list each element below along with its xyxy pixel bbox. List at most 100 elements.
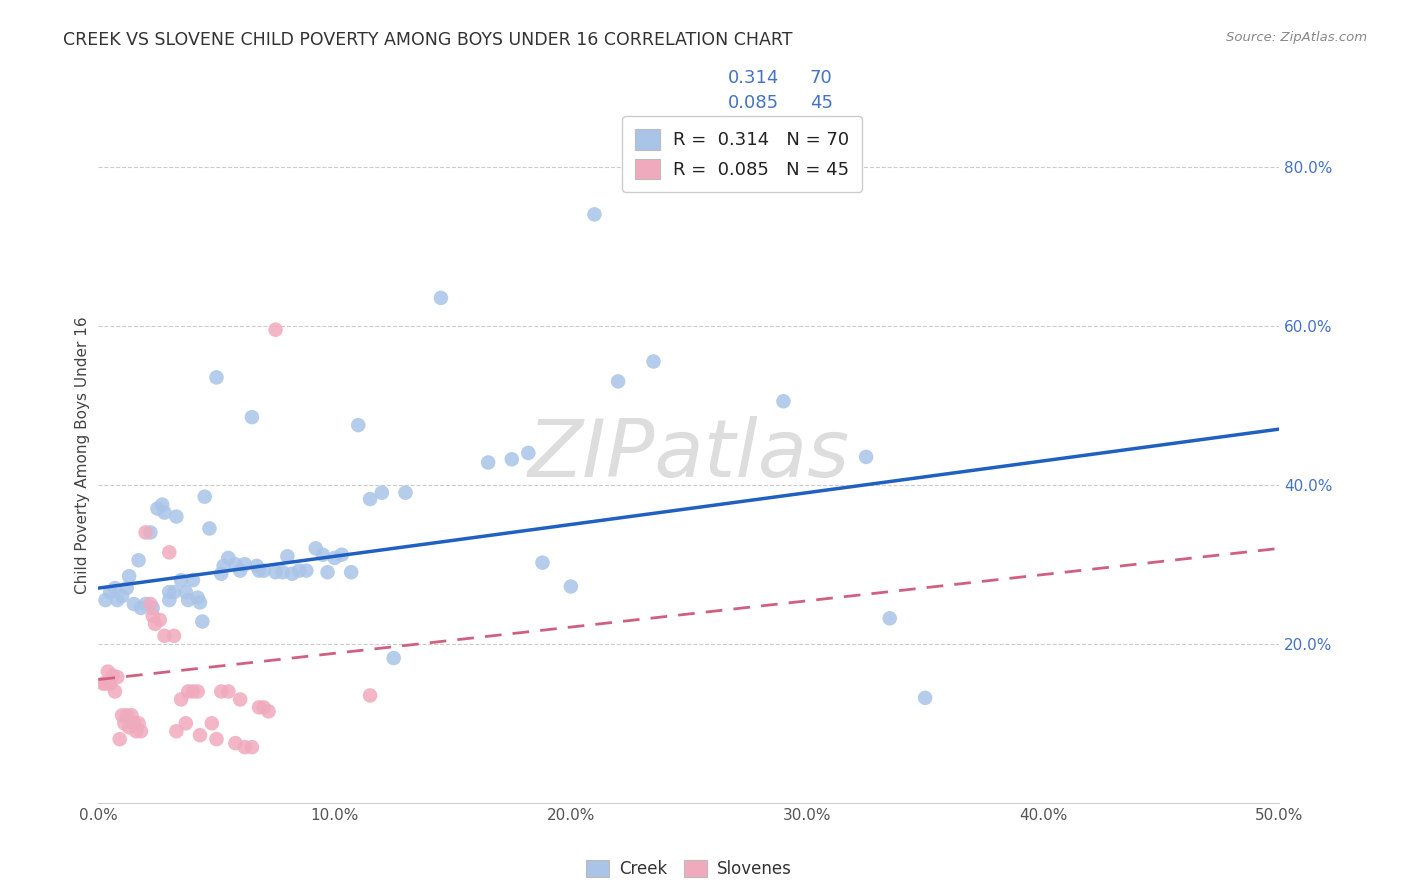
Point [209, 566, 232, 581]
Legend: Creek, Slovenes: Creek, Slovenes [579, 854, 799, 885]
Point [330, 548, 353, 562]
Point [209, 684, 232, 698]
Point [247, 700, 270, 714]
Point [914, 690, 936, 705]
Point [108, 732, 131, 747]
Point [143, 616, 166, 631]
Point [174, 716, 197, 731]
Point [517, 446, 540, 460]
Point [129, 724, 152, 739]
Point [205, 370, 228, 384]
Point [177, 593, 200, 607]
Point [181, 684, 204, 698]
Point [98, 585, 121, 599]
Point [359, 689, 381, 703]
Point [128, 716, 150, 731]
Point [394, 485, 416, 500]
Point [139, 525, 162, 540]
Point [253, 564, 276, 578]
Point [149, 613, 172, 627]
Point [91, 676, 114, 690]
Point [157, 545, 180, 559]
Point [104, 581, 127, 595]
Point [212, 558, 235, 573]
Point [104, 684, 127, 698]
Text: 0.085: 0.085 [728, 95, 779, 112]
Point [233, 740, 256, 755]
Point [323, 550, 346, 565]
Point [163, 629, 186, 643]
Point [115, 581, 138, 595]
Point [583, 207, 606, 221]
Point [153, 629, 176, 643]
Point [153, 506, 176, 520]
Point [643, 354, 665, 368]
Point [281, 566, 304, 581]
Point [264, 323, 287, 337]
Point [111, 708, 134, 723]
Point [316, 565, 339, 579]
Point [501, 452, 523, 467]
Point [115, 708, 138, 723]
Point [135, 525, 157, 540]
Point [257, 704, 280, 718]
Point [129, 601, 152, 615]
Point [128, 553, 150, 567]
Text: 0.314: 0.314 [728, 70, 780, 87]
Point [198, 521, 221, 535]
Point [94, 593, 117, 607]
Point [191, 615, 214, 629]
Point [105, 593, 128, 607]
Point [142, 609, 165, 624]
Point [560, 580, 582, 594]
Point [233, 558, 256, 572]
Point [94, 676, 117, 690]
Point [217, 684, 239, 698]
Point [170, 692, 193, 706]
Point [170, 573, 193, 587]
Point [607, 375, 630, 389]
Point [217, 550, 239, 565]
Point [224, 736, 246, 750]
Point [229, 692, 252, 706]
Point [177, 684, 200, 698]
Point [157, 593, 180, 607]
Point [163, 585, 186, 599]
Point [165, 724, 187, 739]
Text: 70: 70 [810, 70, 832, 87]
Text: ZIPatlas: ZIPatlas [527, 416, 851, 494]
Point [142, 601, 165, 615]
Point [174, 585, 197, 599]
Point [181, 573, 204, 587]
Point [224, 558, 246, 572]
Point [772, 394, 794, 409]
Point [121, 708, 143, 723]
Point [288, 564, 311, 578]
Text: Source: ZipAtlas.com: Source: ZipAtlas.com [1226, 31, 1367, 45]
Point [139, 597, 162, 611]
Point [340, 565, 363, 579]
Text: CREEK VS SLOVENE CHILD POVERTY AMONG BOYS UNDER 16 CORRELATION CHART: CREEK VS SLOVENE CHILD POVERTY AMONG BOY… [63, 31, 793, 49]
Point [879, 611, 901, 625]
Point [118, 720, 141, 734]
Point [295, 564, 318, 578]
Point [150, 498, 173, 512]
Point [187, 684, 209, 698]
Point [165, 509, 187, 524]
Point [531, 556, 554, 570]
Point [253, 700, 276, 714]
Point [347, 418, 370, 433]
Point [240, 410, 263, 425]
Point [112, 716, 135, 731]
Point [205, 732, 228, 747]
Point [229, 564, 252, 578]
Point [118, 569, 141, 583]
Point [122, 597, 145, 611]
Point [111, 589, 134, 603]
Point [188, 595, 211, 609]
Point [101, 668, 124, 682]
Point [135, 597, 157, 611]
Point [305, 541, 328, 556]
Text: 45: 45 [810, 95, 832, 112]
Point [188, 728, 211, 742]
